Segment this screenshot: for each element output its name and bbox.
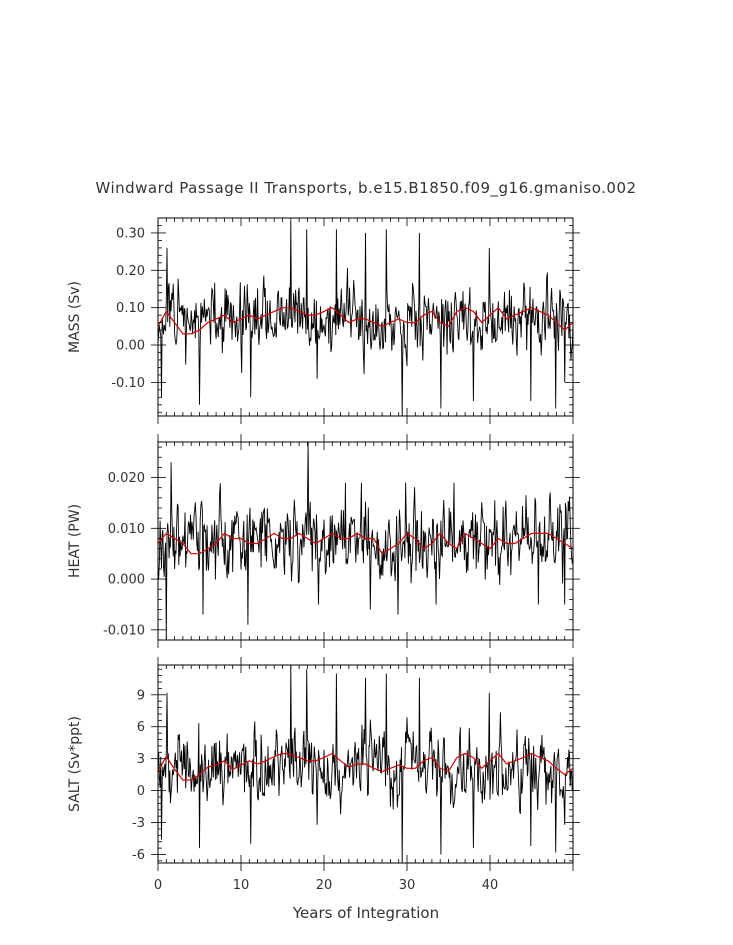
series-smoothed-line xyxy=(158,532,573,555)
y-tick-label: -0.010 xyxy=(103,623,145,638)
series-smoothed-line xyxy=(158,752,573,781)
panel-1: 0.30 0.20 0.10 0.00 -0.10 MASS (Sv) xyxy=(67,217,580,424)
x-tick-label: 20 xyxy=(316,878,333,893)
panel-2: 0.020 0.010 0.000 -0.010 HEAT (PW) xyxy=(67,434,580,648)
plot-frame xyxy=(157,441,574,641)
series-raw-line xyxy=(158,221,573,416)
x-tick-label: 40 xyxy=(482,878,499,893)
y-tick-label: 6 xyxy=(137,720,145,735)
y-tick-label: -3 xyxy=(132,816,145,831)
y-axis-label: HEAT (PW) xyxy=(67,504,83,578)
series-raw-line xyxy=(158,442,573,640)
y-tick-label: -6 xyxy=(132,848,145,863)
series-raw-line xyxy=(158,665,573,863)
y-tick-label: 0.30 xyxy=(116,226,145,241)
x-axis-label: Years of Integration xyxy=(292,904,439,922)
y-tick-label: 9 xyxy=(137,688,145,703)
x-tick-label: 10 xyxy=(233,878,250,893)
y-axis-label: SALT (Sv*ppt) xyxy=(67,716,83,812)
x-tick-label: 30 xyxy=(399,878,416,893)
y-tick-label: 0.010 xyxy=(108,522,145,537)
panels: 0.30 0.20 0.10 0.00 -0.10 MASS (Sv) 0.020 0.010… xyxy=(67,217,580,893)
y-tick-label: -0.10 xyxy=(111,376,145,391)
y-tick-label: 0.10 xyxy=(116,301,145,316)
y-tick-label: 0.020 xyxy=(108,471,145,486)
y-axis-label: MASS (Sv) xyxy=(67,281,83,353)
y-tick-label: 0 xyxy=(137,784,145,799)
series-smoothed-line xyxy=(158,307,573,335)
x-tick-label: 0 xyxy=(154,878,162,893)
y-tick-label: 3 xyxy=(137,752,145,767)
y-tick-label: 0.00 xyxy=(116,339,145,354)
y-tick-label: 0.000 xyxy=(108,573,145,588)
y-tick-label: 0.20 xyxy=(116,264,145,279)
figure-title: Windward Passage II Transports, b.e15.B1… xyxy=(95,179,636,198)
